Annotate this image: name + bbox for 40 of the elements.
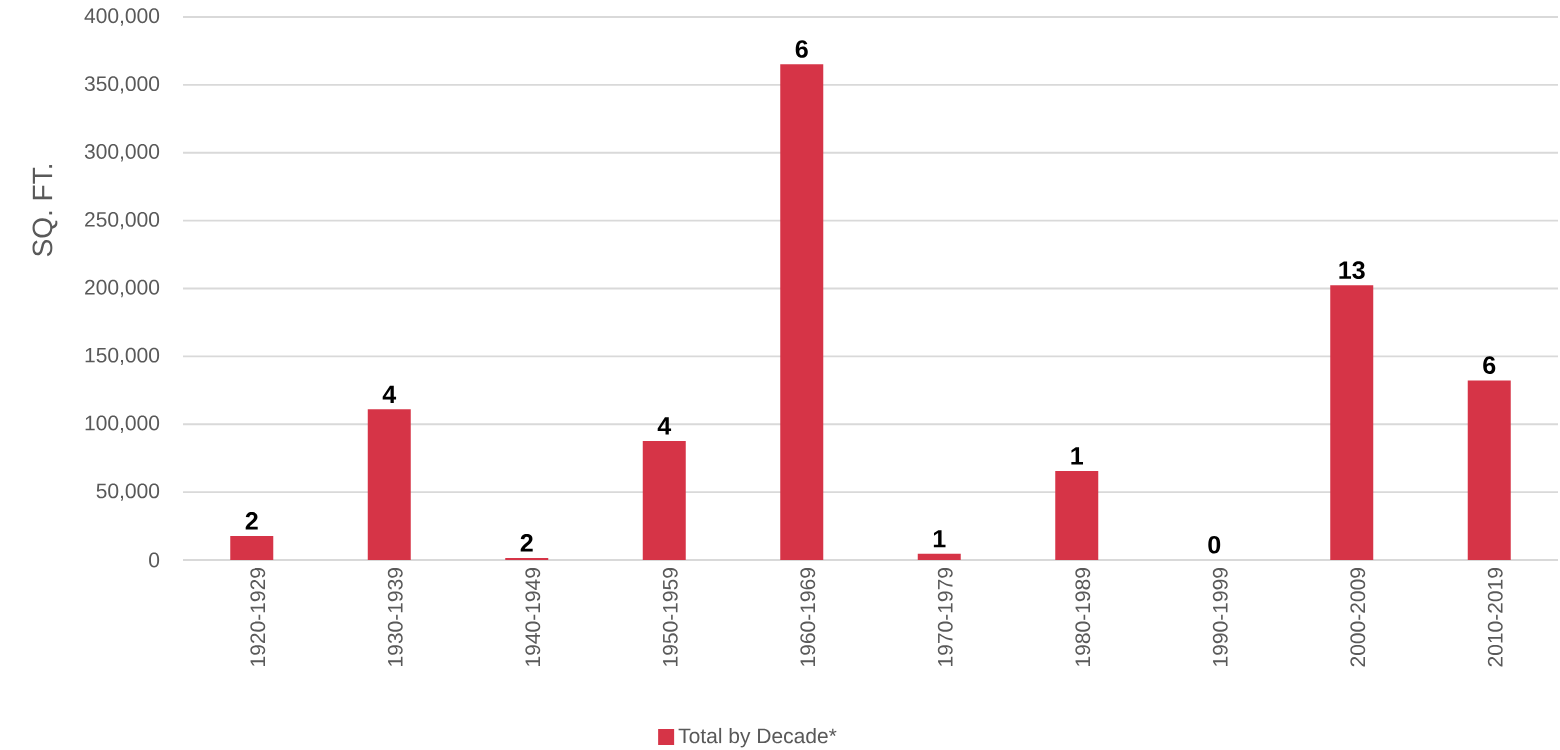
y-axis-title: SQ. FT. [32, 165, 58, 257]
x-tick-label: 1950-1959 [662, 568, 678, 666]
bar [1055, 470, 1099, 560]
y-tick-label: 200,000 [85, 279, 160, 298]
x-tick-label: 1990-1999 [1212, 568, 1228, 666]
annotation: 2 [520, 534, 533, 552]
x-tick-label: 1920-1929 [250, 568, 266, 666]
bar [1330, 285, 1374, 560]
x-tick-label: 1970-1979 [937, 568, 953, 666]
y-tick-label: 50,000 [96, 483, 160, 501]
x-tick-label: 1940-1949 [525, 568, 541, 666]
y-tick-label: 300,000 [84, 144, 160, 162]
bar [642, 440, 686, 560]
annotation: 4 [382, 385, 397, 403]
x-tick-label: 1960-1969 [800, 568, 816, 666]
bar [1467, 380, 1511, 560]
annotation: 6 [1483, 356, 1496, 374]
bar [367, 409, 411, 560]
x-tick-label: 2000-2009 [1350, 568, 1366, 667]
y-tick-label: 250,000 [85, 211, 160, 230]
x-tick-label: 1930-1939 [387, 568, 403, 666]
y-tick-label: 150,000 [85, 347, 160, 366]
x-tick-label: 2010-2019 [1487, 568, 1503, 667]
annotation: 6 [795, 40, 808, 58]
annotation: 0 [1208, 535, 1221, 554]
annotation: 13 [1339, 261, 1365, 279]
bar [780, 64, 824, 560]
bar [230, 535, 274, 560]
annotation: 4 [657, 417, 672, 435]
y-tick-label: 0 [149, 552, 160, 568]
legend-label: Total by Decade* [678, 727, 837, 748]
annotation: 1 [933, 530, 946, 548]
y-tick-label: 100,000 [85, 415, 160, 433]
bar [505, 557, 549, 560]
annotation: 2 [245, 512, 258, 530]
annotation: 1 [1071, 447, 1084, 465]
x-tick-label: 1980-1989 [1075, 568, 1091, 666]
bar [917, 553, 961, 560]
y-tick-label: 350,000 [84, 76, 160, 94]
y-tick-label: 400,000 [84, 8, 160, 26]
